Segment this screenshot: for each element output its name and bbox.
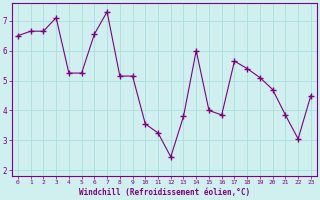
X-axis label: Windchill (Refroidissement éolien,°C): Windchill (Refroidissement éolien,°C): [79, 188, 250, 197]
